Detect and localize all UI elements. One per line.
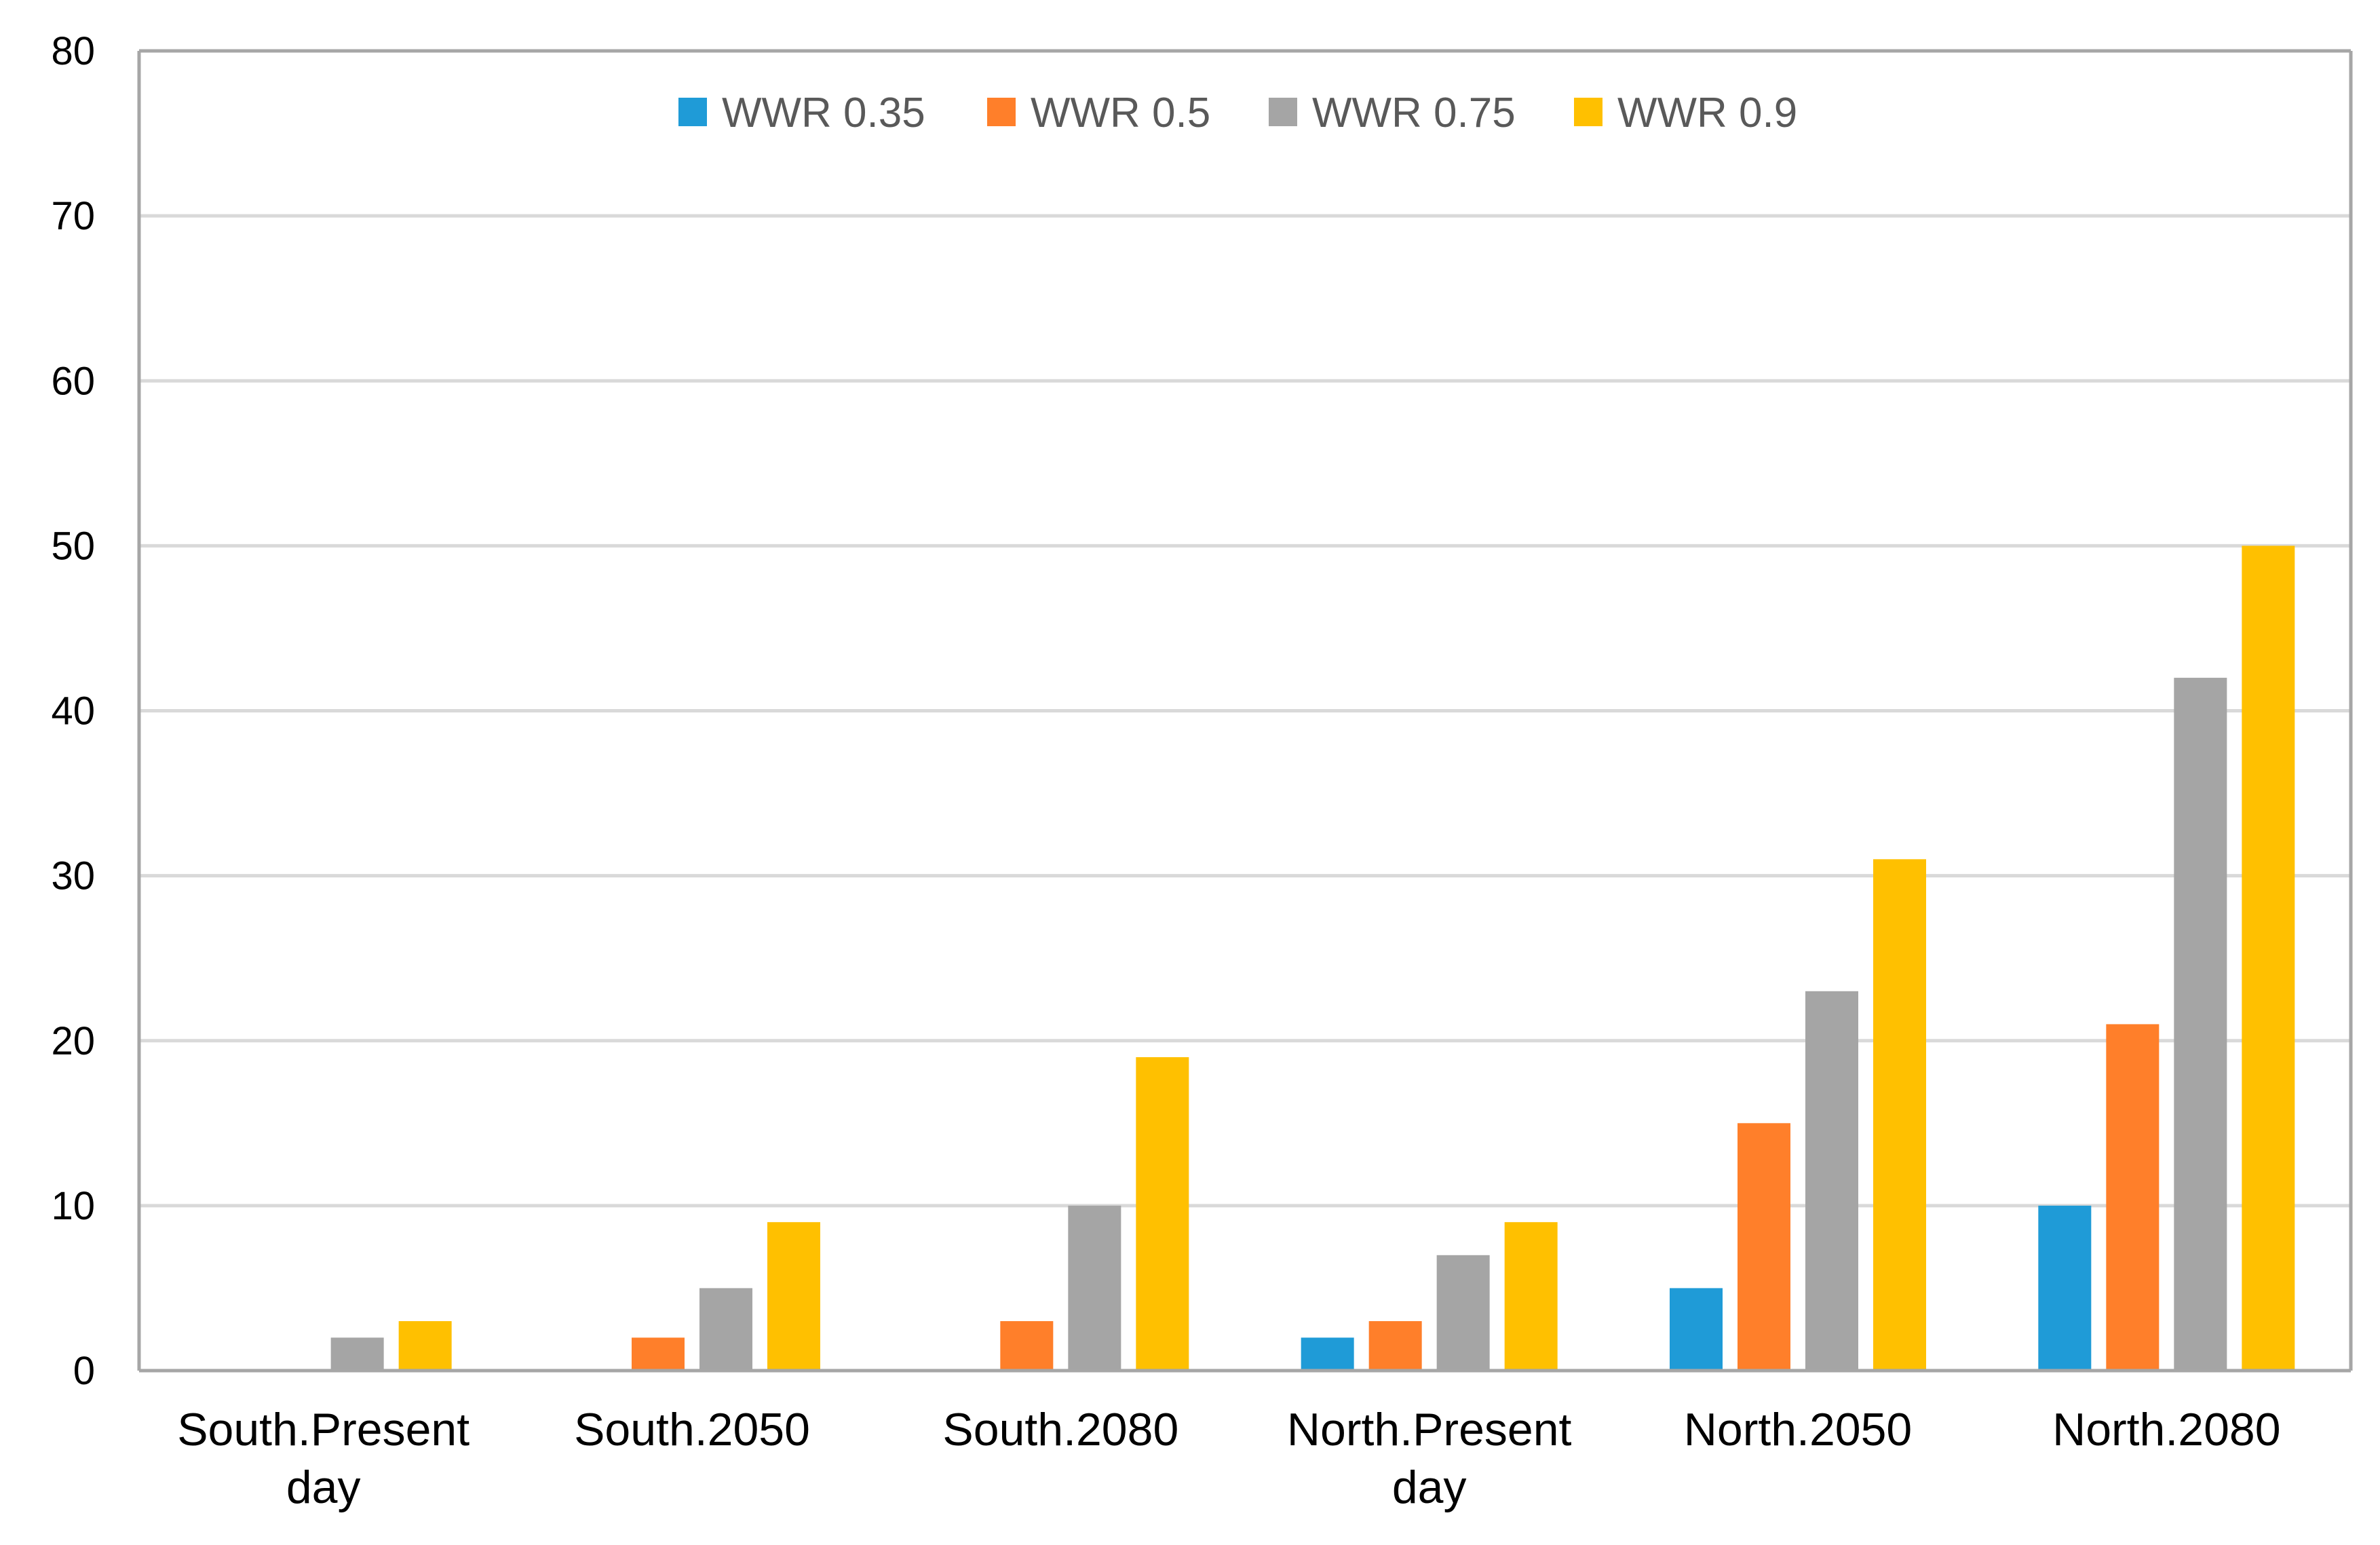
y-tick-label: 0 [73,1349,95,1393]
bar-wwr-0-5-2 [1000,1321,1054,1371]
y-tick-label: 70 [51,194,95,238]
legend-swatch [1574,98,1602,126]
bar-wwr-0-75-1 [699,1288,752,1371]
legend-label: WWR 0.5 [1031,90,1210,136]
y-tick-labels: 0 10 20 30 40 50 60 70 80 [51,29,95,1393]
x-tick-label: day [286,1462,361,1513]
x-tick-labels: South.Present day South.2050 South.2080 Nort… [177,1404,2280,1513]
y-tick-label: 80 [51,29,95,73]
bars [330,546,2295,1371]
bar-wwr-0-35-5 [2038,1205,2092,1371]
legend-swatch [987,98,1016,126]
legend-item: WWR 0.75 [1269,90,1516,136]
y-tick-label: 40 [51,689,95,733]
x-tick-label: day [1392,1462,1467,1513]
x-tick-label: North.2080 [2052,1404,2280,1455]
bar-wwr-0-75-3 [1436,1255,1490,1371]
y-tick-label: 10 [51,1184,95,1228]
y-tick-label: 60 [51,359,95,403]
legend-item: WWR 0.35 [678,90,925,136]
bar-wwr-0-35-3 [1301,1337,1354,1371]
x-tick-label: North.Present [1287,1404,1572,1455]
x-tick-label: South.2080 [942,1404,1178,1455]
legend-label: WWR 0.35 [722,90,925,136]
bar-wwr-0-75-5 [2174,677,2227,1371]
x-tick-label: North.2050 [1684,1404,1912,1455]
legend-item: WWR 0.5 [987,90,1210,136]
bar-wwr-0-5-5 [2106,1024,2160,1371]
gridlines [139,49,2351,1371]
bar-wwr-0-9-2 [1136,1057,1189,1371]
legend-swatch [678,98,707,126]
bar-wwr-0-5-3 [1368,1321,1422,1371]
bar-wwr-0-9-5 [2242,546,2295,1371]
y-tick-label: 20 [51,1019,95,1063]
bar-wwr-0-5-4 [1738,1123,1790,1371]
bar-wwr-0-9-4 [1873,859,1926,1371]
bar-wwr-0-75-2 [1068,1205,1121,1371]
y-tick-label: 30 [51,854,95,898]
x-tick-label: South.Present [177,1404,469,1455]
bar-wwr-0-5-1 [632,1337,685,1371]
axes [137,49,2353,1373]
bar-wwr-0-75-0 [330,1337,384,1371]
x-tick-label: South.2050 [574,1404,810,1455]
legend-label: WWR 0.75 [1312,90,1516,136]
bar-wwr-0-75-4 [1805,991,1858,1371]
bar-wwr-0-35-4 [1670,1288,1723,1371]
bar-wwr-0-9-1 [767,1222,820,1371]
legend-label: WWR 0.9 [1617,90,1797,136]
bar-wwr-0-9-3 [1504,1222,1558,1371]
legend-swatch [1269,98,1297,126]
legend-item: WWR 0.9 [1574,90,1797,136]
legend: WWR 0.35 WWR 0.5 WWR 0.75 WWR 0.9 [678,90,1797,136]
y-tick-label: 50 [51,524,95,568]
bar-wwr-0-9-0 [398,1321,452,1371]
